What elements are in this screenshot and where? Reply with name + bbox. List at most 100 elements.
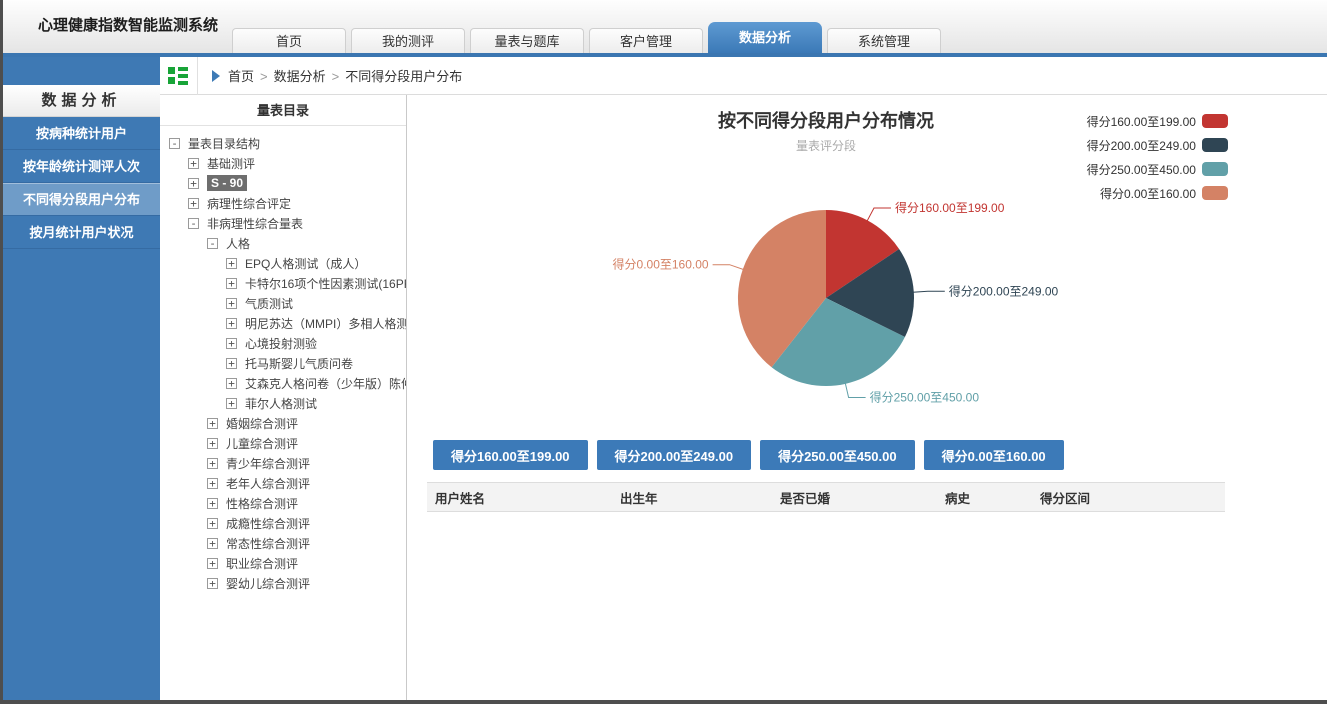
score-filter-buttons: 得分160.00至199.00 得分200.00至249.00 得分250.00至4… — [433, 440, 1073, 470]
tree-node[interactable]: + 菲尔人格测试 — [160, 393, 406, 413]
tree-node[interactable]: + 卡特尔16项个性因素测试(16PF — [160, 273, 406, 293]
breadcrumb-arrow-icon — [212, 69, 220, 82]
tree-node[interactable]: + 心境投射测验 — [160, 333, 406, 353]
sidebar-item[interactable]: 按病种统计用户 — [3, 117, 160, 150]
score-filter-button[interactable]: 得分160.00至199.00 — [433, 440, 588, 470]
sidebar-item[interactable]: 按年龄统计测评人次 — [3, 150, 160, 183]
tree-node-label: 儿童综合测评 — [226, 436, 299, 451]
expand-icon[interactable]: + — [207, 417, 218, 429]
sidebar-item[interactable]: 不同得分段用户分布 — [3, 183, 160, 216]
tree-node[interactable]: + 职业综合测评 — [160, 553, 406, 573]
breadcrumb-separator: > — [331, 68, 340, 84]
collapse-icon[interactable]: - — [207, 237, 218, 249]
expand-icon[interactable]: + — [188, 157, 199, 169]
tree-node[interactable]: + S - 90 — [160, 173, 406, 193]
tree-node-label: 常态性综合测评 — [226, 536, 311, 551]
score-filter-button[interactable]: 得分200.00至249.00 — [596, 440, 752, 470]
expand-icon[interactable]: + — [226, 397, 237, 409]
expand-icon[interactable]: + — [207, 557, 218, 569]
tree-node[interactable]: - 量表目录结构 — [160, 133, 406, 153]
legend-swatch — [1202, 186, 1228, 200]
legend-swatch — [1202, 162, 1228, 176]
pie-label-line — [866, 207, 891, 222]
nav-tab[interactable]: 客户管理 — [589, 28, 703, 53]
expand-icon[interactable]: + — [188, 177, 199, 189]
pie-slice[interactable] — [826, 210, 900, 298]
breadcrumb-separator: > — [260, 68, 268, 84]
breadcrumb-item[interactable]: 不同得分段用户分布 — [345, 68, 463, 84]
sidebar-title: 数据分析 — [3, 85, 160, 117]
breadcrumb: 首页 > 数据分析 > 不同得分段用户分布 — [228, 66, 462, 86]
expand-icon[interactable]: + — [226, 377, 237, 389]
expand-icon[interactable]: + — [207, 517, 218, 529]
tree-node[interactable]: + 婴幼儿综合测评 — [160, 573, 406, 593]
pie-chart: 得分160.00至199.00 得分200.00至249.00 得分250.00至4… — [613, 200, 1059, 405]
tree-node[interactable]: + 常态性综合测评 — [160, 533, 406, 553]
tree-node[interactable]: + 艾森克人格问卷（少年版）陈仲 — [160, 373, 406, 393]
scale-catalog-panel: 量表目录 - 量表目录结构 + 基础测评 + S - 90 + 病理性综合评定 - 非病理性综合量… — [160, 95, 407, 700]
tree-node[interactable]: + EPQ人格测试（成人） — [160, 253, 406, 273]
nav-tab[interactable]: 首页 — [232, 28, 346, 53]
tree-node[interactable]: + 基础测评 — [160, 153, 406, 173]
nav-tab[interactable]: 量表与题库 — [470, 28, 584, 53]
tree-node-label: 病理性综合评定 — [207, 196, 292, 211]
expand-icon[interactable]: + — [207, 577, 218, 589]
expand-icon[interactable]: + — [207, 537, 218, 549]
expand-icon[interactable]: + — [226, 357, 237, 369]
score-filter-button[interactable]: 得分0.00至160.00 — [923, 440, 1064, 470]
main-nav: 首页 我的测评 量表与题库 客户管理 数据分析 系统管理 — [232, 22, 946, 53]
tree-node[interactable]: + 病理性综合评定 — [160, 193, 406, 213]
nav-tab[interactable]: 系统管理 — [827, 28, 941, 53]
expand-icon[interactable]: + — [207, 457, 218, 469]
expand-icon[interactable]: + — [207, 497, 218, 509]
sidebar-menu: 按病种统计用户 按年龄统计测评人次 不同得分段用户分布 按月统计用户状况 — [3, 117, 160, 249]
tree-node[interactable]: + 明尼苏达（MMPI）多相人格测试 — [160, 313, 406, 333]
nav-tab[interactable]: 数据分析 — [708, 22, 822, 53]
tree-node[interactable]: + 气质测试 — [160, 293, 406, 313]
tree-node[interactable]: - 非病理性综合量表 — [160, 213, 406, 233]
expand-icon[interactable]: + — [226, 297, 237, 309]
pie-label-line — [912, 290, 945, 293]
expand-icon[interactable]: + — [188, 197, 199, 209]
pie-slice[interactable] — [771, 298, 905, 387]
legend-item[interactable]: 得分250.00至450.00 — [1087, 162, 1228, 177]
tree-node[interactable]: - 人格 — [160, 233, 406, 253]
sidebar-item[interactable]: 按月统计用户状况 — [3, 216, 160, 249]
nav-tab[interactable]: 我的测评 — [351, 28, 465, 53]
collapse-icon[interactable]: - — [169, 137, 180, 149]
score-filter-button[interactable]: 得分250.00至450.00 — [760, 440, 915, 470]
tree-node-label: 卡特尔16项个性因素测试(16PF — [245, 276, 406, 291]
legend-item[interactable]: 得分200.00至249.00 — [1087, 138, 1228, 153]
tree-node[interactable]: + 老年人综合测评 — [160, 473, 406, 493]
breadcrumb-item[interactable]: 首页 — [228, 68, 255, 84]
legend-swatch — [1202, 114, 1228, 128]
tree-node[interactable]: + 青少年综合测评 — [160, 453, 406, 473]
pie-slice-label: 得分200.00至249.00 — [949, 283, 1059, 298]
legend-item[interactable]: 得分160.00至199.00 — [1087, 114, 1228, 129]
tree-node-label: 青少年综合测评 — [226, 456, 311, 471]
tree-node[interactable]: + 儿童综合测评 — [160, 433, 406, 453]
expand-icon[interactable]: + — [226, 337, 237, 349]
expand-icon[interactable]: + — [207, 477, 218, 489]
table-header-cell: 病史 — [937, 482, 1032, 512]
legend-item[interactable]: 得分0.00至160.00 — [1087, 186, 1228, 201]
expand-icon[interactable]: + — [207, 437, 218, 449]
tree-node[interactable]: + 成瘾性综合测评 — [160, 513, 406, 533]
pie-slice-label: 得分160.00至199.00 — [895, 200, 1005, 215]
pie-slice[interactable] — [737, 210, 826, 368]
expand-icon[interactable]: + — [226, 277, 237, 289]
expand-icon[interactable]: + — [226, 317, 237, 329]
collapse-icon[interactable]: - — [188, 217, 199, 229]
legend-label: 得分0.00至160.00 — [1099, 186, 1196, 201]
tree-node[interactable]: + 托马斯婴儿气质问卷 — [160, 353, 406, 373]
menu-grid-icon[interactable] — [168, 66, 188, 85]
expand-icon[interactable]: + — [226, 257, 237, 269]
breadcrumb-item[interactable]: 数据分析 — [273, 68, 326, 84]
tree-node-label: 非病理性综合量表 — [207, 216, 304, 231]
pie-slice-label: 得分250.00至450.00 — [870, 390, 980, 405]
pie-slice[interactable] — [826, 249, 915, 337]
pie-label-line — [712, 264, 744, 271]
pie-slice-label: 得分0.00至160.00 — [613, 257, 709, 272]
tree-node[interactable]: + 婚姻综合测评 — [160, 413, 406, 433]
tree-node[interactable]: + 性格综合测评 — [160, 493, 406, 513]
